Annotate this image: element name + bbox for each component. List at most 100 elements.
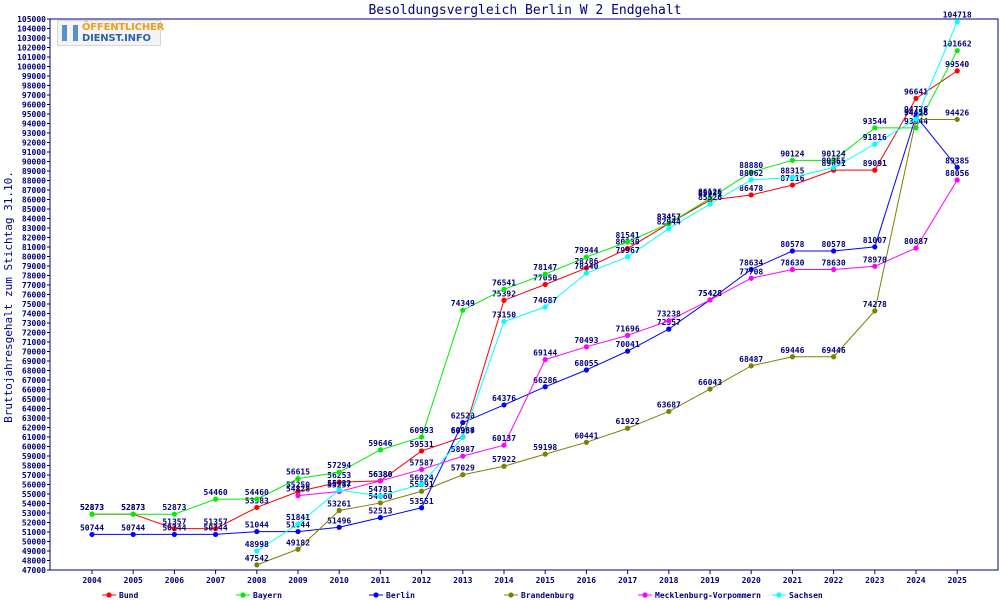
y-tick-label: 84000: [22, 215, 46, 224]
data-point: [419, 466, 425, 473]
series-segment: [586, 350, 628, 371]
data-label: 51841: [286, 513, 310, 522]
data-label: 58987: [451, 445, 475, 454]
y-tick-label: 72000: [22, 329, 46, 338]
data-label: 51496: [327, 516, 351, 525]
data-point: [872, 244, 878, 250]
series-segment: [627, 228, 670, 258]
data-label: 73238: [657, 310, 681, 319]
y-tick-label: 83000: [22, 224, 46, 233]
y-tick-label: 78000: [22, 272, 46, 281]
data-point: [748, 192, 754, 198]
series-segment: [256, 523, 299, 552]
series-segment: [586, 256, 628, 274]
data-point: [295, 521, 301, 527]
data-point: [336, 469, 342, 475]
data-label: 80887: [904, 237, 928, 246]
data-point: [748, 275, 754, 281]
data-label: 48998: [245, 540, 269, 549]
y-tick-label: 59000: [22, 452, 46, 461]
data-label: 77708: [739, 267, 763, 276]
data-label: 88315: [780, 167, 804, 176]
series-segment: [297, 489, 340, 525]
y-axis-label: Bruttojahresgehalt zum Stichtag 31.10.: [2, 171, 15, 423]
data-point: [336, 479, 342, 485]
series-segment: [668, 299, 711, 330]
data-label: 71696: [616, 324, 640, 333]
data-label: 79967: [616, 246, 640, 255]
series-segment: [627, 223, 670, 243]
y-tick-label: 96000: [22, 101, 46, 110]
data-point: [171, 526, 177, 532]
data-point: [789, 248, 796, 254]
data-point: [625, 254, 631, 260]
data-point: [954, 177, 960, 183]
data-label: 51044: [245, 521, 269, 530]
data-point: [130, 511, 136, 517]
data-label: 59198: [533, 443, 557, 452]
data-point: [377, 493, 383, 499]
x-tick-label: 2011: [371, 576, 390, 585]
series-segment: [586, 241, 628, 258]
series-segment: [256, 548, 299, 566]
y-tick-label: 70000: [22, 348, 46, 357]
x-tick-label: 2024: [906, 576, 925, 585]
series-sachsen: 48998 51841 55432 54781 56024 60957 73150 74687…: [245, 11, 972, 554]
x-tick-label: 2013: [453, 576, 472, 585]
y-tick-label: 98000: [22, 82, 46, 91]
series-segment: [833, 265, 875, 271]
data-point: [707, 201, 713, 207]
series-segment: [503, 284, 546, 301]
series-berlin: 5074450744507445074451044510445149652513…: [80, 105, 969, 538]
data-label: 50744: [204, 523, 228, 532]
data-label: 78634: [739, 258, 763, 267]
data-label: 90124: [822, 149, 846, 158]
x-tick-label: 2006: [165, 576, 184, 585]
data-point: [542, 304, 548, 310]
data-point: [625, 246, 631, 252]
data-label: 52873: [121, 503, 145, 512]
data-label: 62520: [451, 412, 475, 421]
data-point: [625, 239, 631, 245]
data-label: 90124: [780, 149, 804, 158]
data-point: [789, 157, 796, 163]
data-label: 52873: [80, 503, 104, 512]
data-point: [707, 195, 713, 201]
x-tick-label: 2007: [206, 576, 225, 585]
data-point: [254, 504, 260, 511]
series-segment: [668, 197, 711, 225]
data-label: 64376: [492, 394, 516, 403]
series-segment: [339, 502, 381, 512]
data-point: [460, 419, 466, 426]
data-point: [831, 248, 837, 254]
data-point: [954, 164, 960, 170]
legend-item: Brandenburg: [504, 591, 574, 600]
data-point: [254, 528, 260, 535]
data-point: [789, 354, 796, 360]
y-tick-label: 69000: [22, 357, 46, 366]
y-tick-label: 85000: [22, 205, 46, 214]
y-tick-label: 76000: [22, 291, 46, 300]
data-point: [872, 263, 878, 269]
series-segment: [297, 491, 340, 497]
data-label: 56380: [368, 470, 392, 479]
data-point: [872, 141, 878, 147]
series-brandenburg: 4754249182532615406055291570295792259198…: [245, 108, 969, 568]
data-point: [748, 169, 754, 175]
data-label: 75428: [698, 289, 722, 298]
data-point: [336, 487, 342, 493]
data-point: [336, 507, 342, 514]
series-segment: [380, 490, 422, 504]
y-tick-label: 73000: [22, 319, 46, 328]
data-label: 78147: [533, 263, 557, 272]
data-label: 85931: [698, 189, 722, 198]
data-point: [707, 297, 713, 303]
series-segment: [462, 321, 505, 438]
series-segment: [915, 70, 958, 99]
series-segment: [668, 203, 711, 229]
series-segment: [339, 480, 381, 483]
data-point: [831, 164, 837, 171]
data-label: 52873: [80, 503, 104, 512]
series-segment: [380, 507, 422, 519]
